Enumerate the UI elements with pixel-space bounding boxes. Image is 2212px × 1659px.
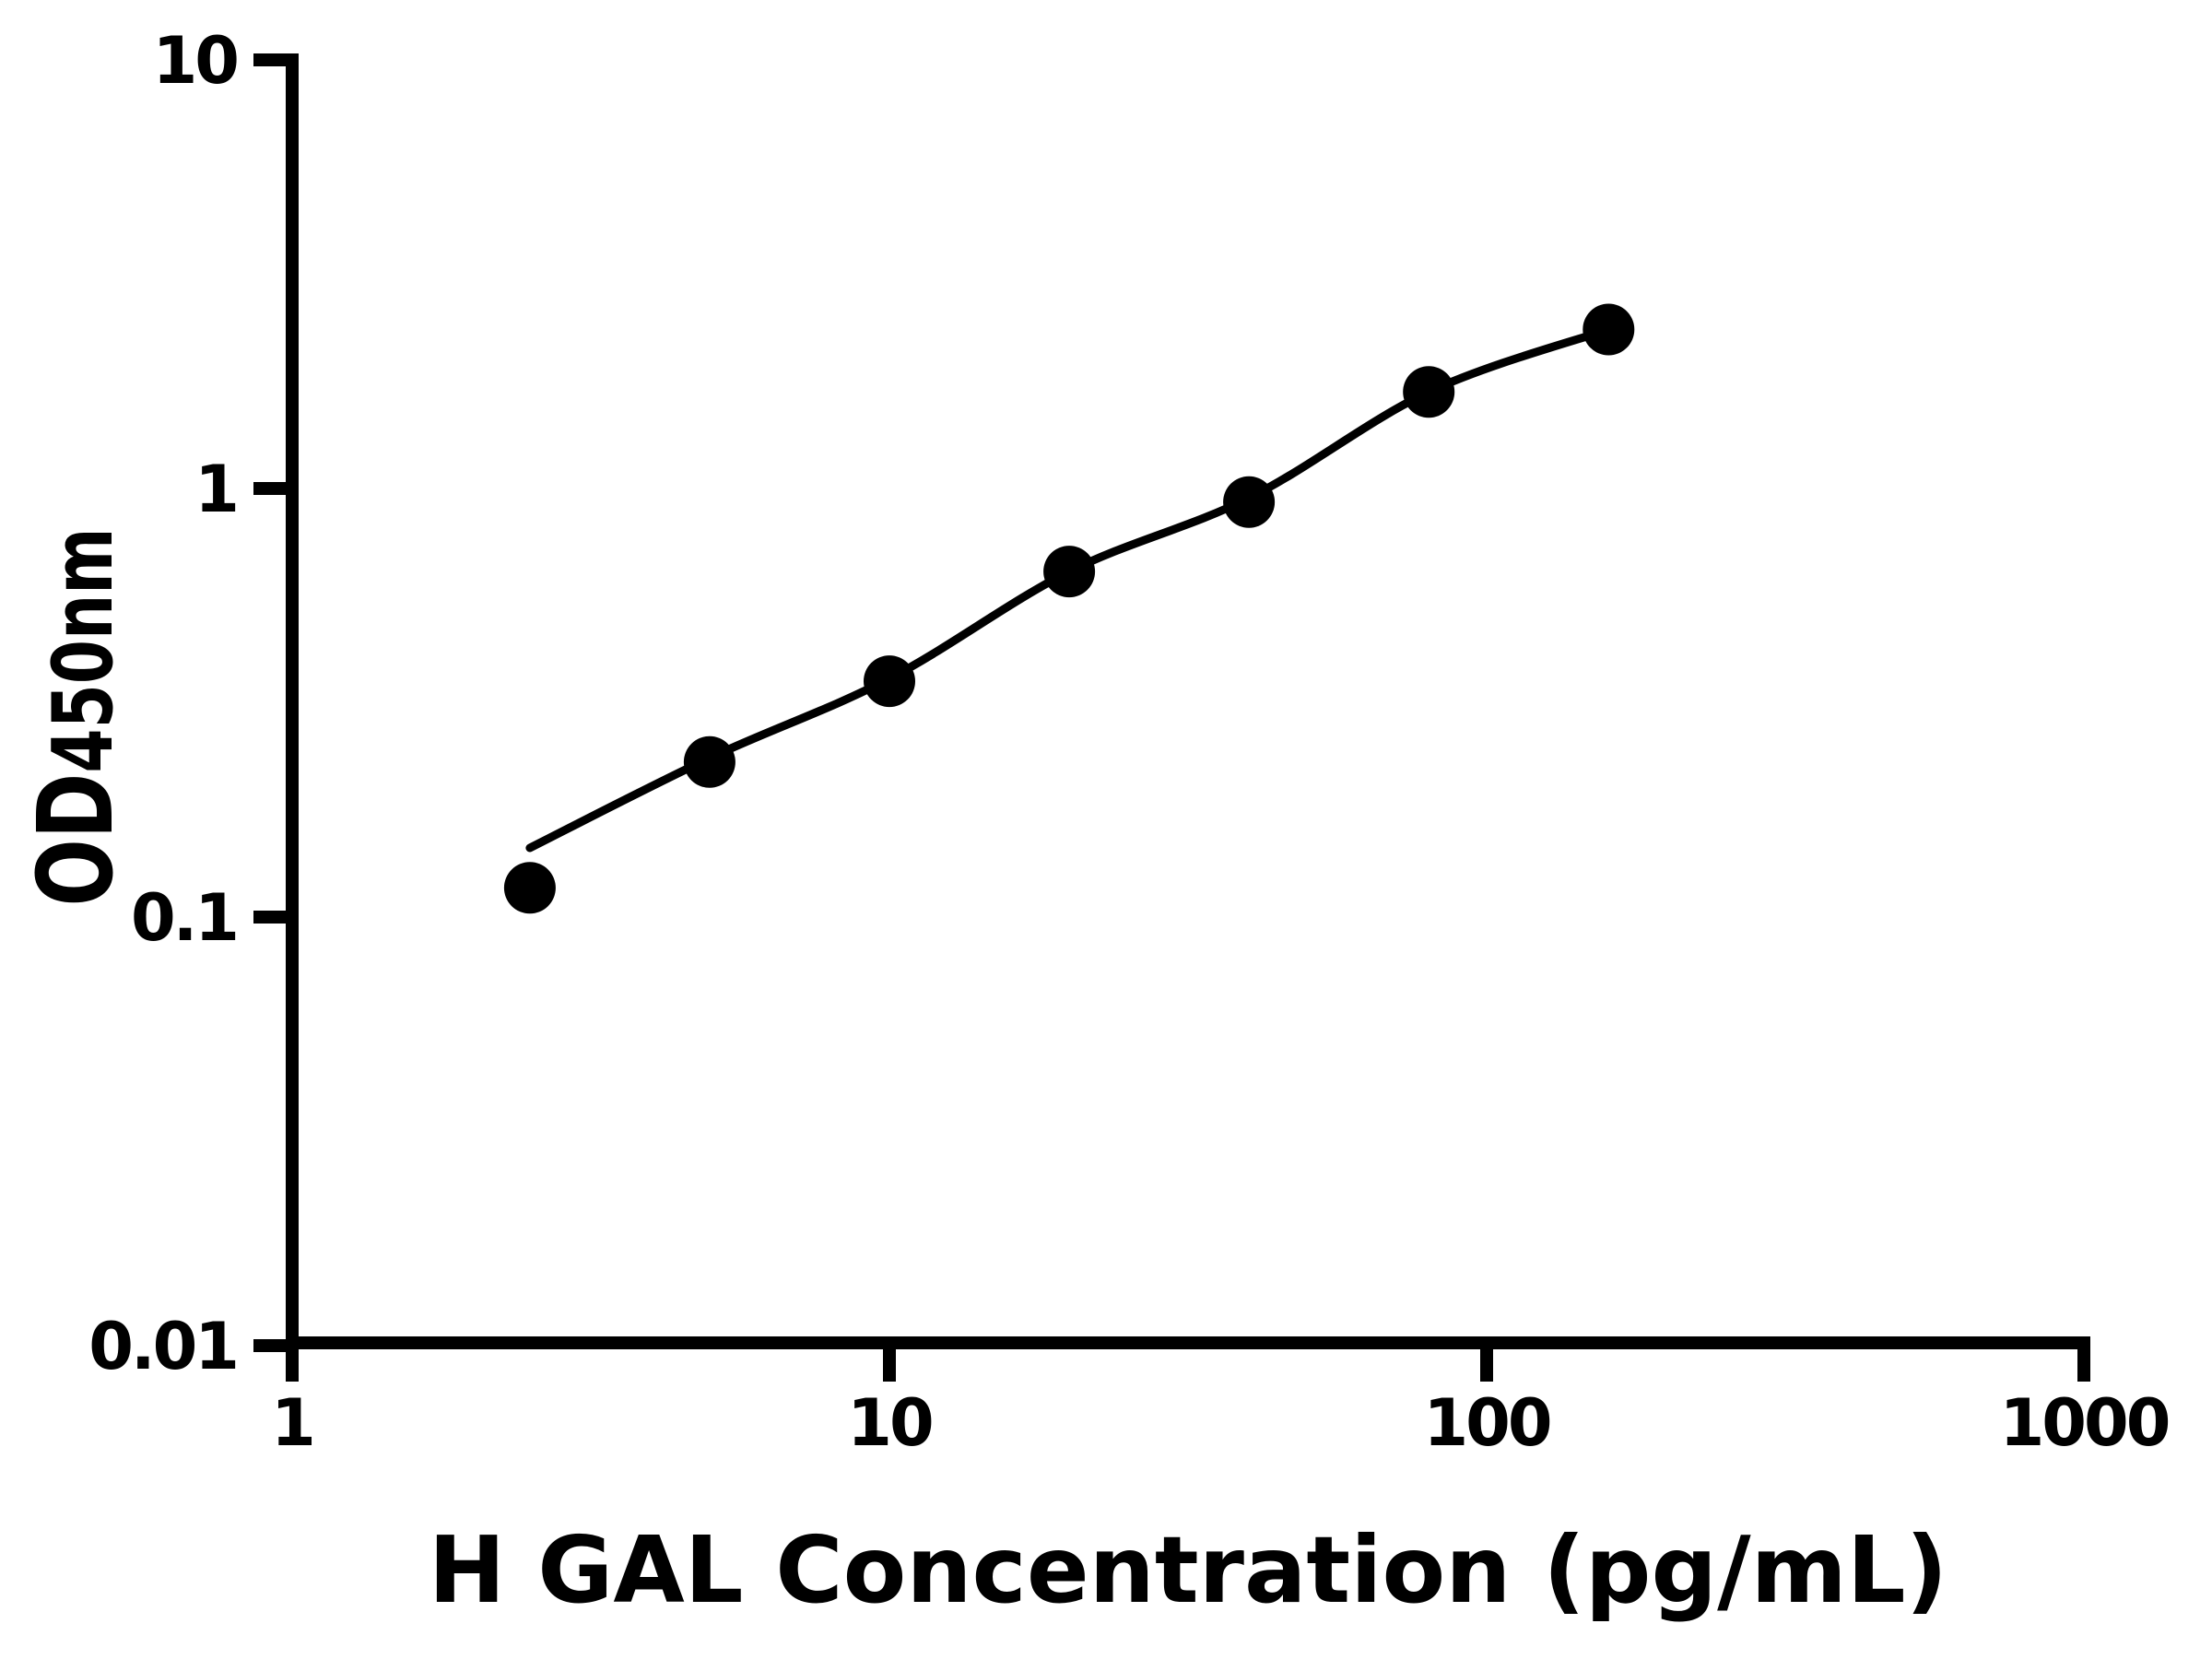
data-point — [1583, 303, 1635, 356]
y-axis-title: OD450nm — [16, 527, 136, 906]
data-point — [1223, 476, 1276, 528]
y-tick-label: 1 — [194, 452, 237, 527]
axes-layer: 1 10 100 1000 0.01 0.1 1 10 — [88, 23, 2171, 1461]
x-tick-label: 1000 — [2000, 1385, 2169, 1461]
series-layer — [503, 303, 1635, 914]
x-tick-label: 100 — [1423, 1385, 1549, 1461]
y-tick-label: 0.01 — [88, 1309, 237, 1384]
data-point — [864, 655, 915, 708]
y-tick-label: 10 — [153, 23, 238, 99]
y-tick-label: 0.1 — [131, 880, 237, 956]
x-tick-label: 1 — [271, 1385, 313, 1461]
x-axis-title: H GAL Concentration (pg/mL) — [429, 1516, 1948, 1624]
data-point — [503, 862, 556, 914]
data-point — [1403, 366, 1455, 418]
y-axis-title-subscript: 450nm — [34, 527, 131, 772]
x-tick-label: 10 — [847, 1385, 932, 1461]
y-axis-title-main: OD — [16, 773, 136, 907]
data-point — [1043, 546, 1096, 598]
data-point — [683, 735, 735, 788]
